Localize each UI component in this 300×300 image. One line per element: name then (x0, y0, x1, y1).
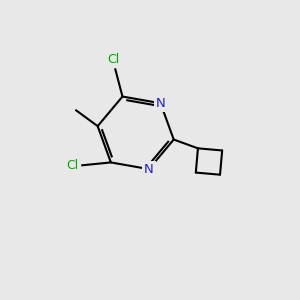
Text: Cl: Cl (107, 53, 119, 66)
Text: N: N (156, 97, 165, 110)
Text: Cl: Cl (67, 159, 79, 172)
Text: N: N (144, 163, 154, 176)
